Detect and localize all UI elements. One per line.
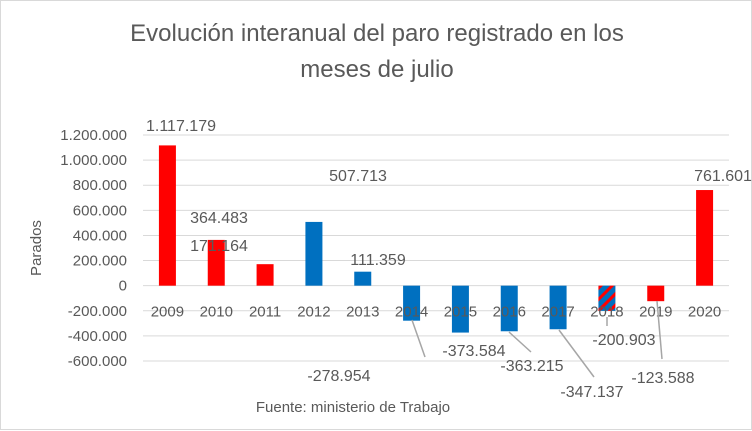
bar-2011	[256, 264, 274, 286]
y-tick-label: 400.000	[73, 227, 127, 244]
data-label-2017: -347.137	[560, 384, 623, 401]
leader-line	[558, 329, 595, 378]
x-tick-label: 2015	[444, 304, 477, 321]
x-tick-label: 2016	[493, 304, 526, 321]
x-tick-label: 2009	[151, 304, 184, 321]
y-tick-label: 200.000	[73, 253, 127, 270]
data-label-2019: -123.588	[631, 370, 694, 387]
bar-2010	[207, 239, 225, 286]
x-tick-label: 2013	[346, 304, 379, 321]
data-label-2015: -373.584	[442, 343, 505, 360]
x-tick-label: 2020	[688, 304, 721, 321]
bar-2019	[647, 285, 665, 302]
leader-line	[508, 331, 532, 353]
data-label-2009: 1.117.179	[146, 118, 216, 135]
bar-2020	[696, 190, 714, 286]
x-tick-label: 2010	[200, 304, 233, 321]
footnote: Fuente: ministerio de Trabajo	[256, 399, 450, 416]
x-tick-label: 2014	[395, 304, 428, 321]
bar-2015	[451, 285, 469, 333]
y-tick-label: -200.000	[68, 303, 127, 320]
y-tick-label: 1.200.000	[60, 127, 127, 144]
leader-line	[411, 319, 426, 358]
chart-title-line-2: meses de julio	[300, 56, 453, 83]
bar-2018	[598, 285, 616, 311]
y-tick-label: -400.000	[68, 328, 127, 345]
x-tick-label: 2018	[590, 304, 623, 321]
bar-2014	[403, 285, 421, 321]
y-tick-label: -600.000	[68, 353, 127, 370]
y-tick-label: 0	[119, 278, 127, 295]
bar-2013	[354, 271, 372, 286]
data-label-2020: 761.601	[694, 168, 752, 185]
x-tick-label: 2012	[297, 304, 330, 321]
data-label-2016: -363.215	[500, 358, 563, 375]
data-label-2018: -200.903	[592, 332, 655, 349]
data-label-2013: 111.359	[350, 252, 406, 269]
x-tick-label: 2011	[249, 304, 281, 321]
bar-2012	[305, 221, 323, 286]
y-axis-label: Parados	[28, 220, 45, 276]
bar-2017	[549, 285, 567, 330]
x-tick-label: 2019	[639, 304, 672, 321]
chart-title-line-1: Evolución interanual del paro registrado…	[130, 20, 624, 47]
data-label-2010: 364.483	[190, 210, 248, 227]
data-label-2011: 171.164	[190, 238, 248, 255]
y-tick-label: 600.000	[73, 202, 127, 219]
bar-2016	[500, 285, 518, 332]
data-label-2014: -278.954	[307, 368, 370, 385]
bar-2009	[158, 145, 176, 286]
x-tick-label: 2017	[541, 304, 574, 321]
y-tick-label: 800.000	[73, 177, 127, 194]
leader-line	[656, 300, 663, 360]
data-label-2012: 507.713	[329, 168, 387, 185]
y-tick-label: 1.000.000	[60, 152, 127, 169]
